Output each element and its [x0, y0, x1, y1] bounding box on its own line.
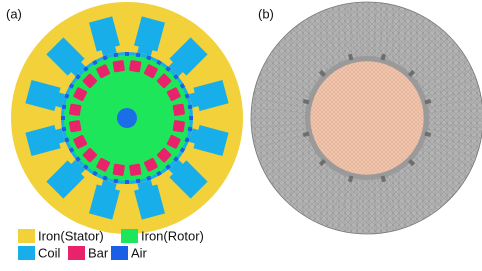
figure: (a) (b) Iron(Stator) Iron(Rotor) Coil Ba… — [0, 0, 482, 271]
legend-label: Coil — [38, 245, 61, 260]
legend-label: Iron(Rotor) — [141, 228, 204, 243]
air-gap-cell — [114, 179, 119, 184]
rotor-bar — [69, 120, 82, 133]
rotor-bar — [69, 103, 82, 116]
air-gap-cell — [136, 53, 141, 58]
motor-mesh — [251, 2, 482, 234]
legend-label: Iron(Stator) — [38, 228, 104, 243]
air-gap-cell — [188, 105, 193, 110]
air-gap-cell — [62, 105, 67, 110]
air-gap-cell — [189, 116, 193, 120]
panel-label: (b) — [258, 6, 274, 21]
legend-swatch — [121, 229, 138, 243]
air-gap-cell — [125, 52, 129, 56]
legend-swatch — [111, 246, 128, 260]
legend-label: Air — [131, 245, 148, 260]
panel-label: (a) — [6, 6, 22, 21]
legend-swatch — [18, 246, 35, 260]
rotor-bar — [112, 60, 125, 73]
rotor-bar — [129, 164, 142, 177]
legend-label: Bar — [88, 245, 109, 260]
air-gap-cell — [125, 180, 129, 184]
legend-swatch — [68, 246, 85, 260]
air-gap-cell — [62, 127, 67, 132]
shaft — [117, 108, 137, 128]
rotor-mesh — [310, 61, 424, 175]
rotor-bar — [112, 164, 125, 177]
rotor-bar — [129, 60, 142, 73]
rotor-bar — [173, 120, 186, 133]
air-gap-cell — [114, 53, 119, 58]
rotor-bar — [173, 103, 186, 116]
air-gap-cell — [136, 179, 141, 184]
air-gap-cell — [188, 127, 193, 132]
motor-cross-section — [11, 2, 243, 234]
legend-swatch — [18, 229, 35, 243]
air-gap-cell — [61, 116, 65, 120]
